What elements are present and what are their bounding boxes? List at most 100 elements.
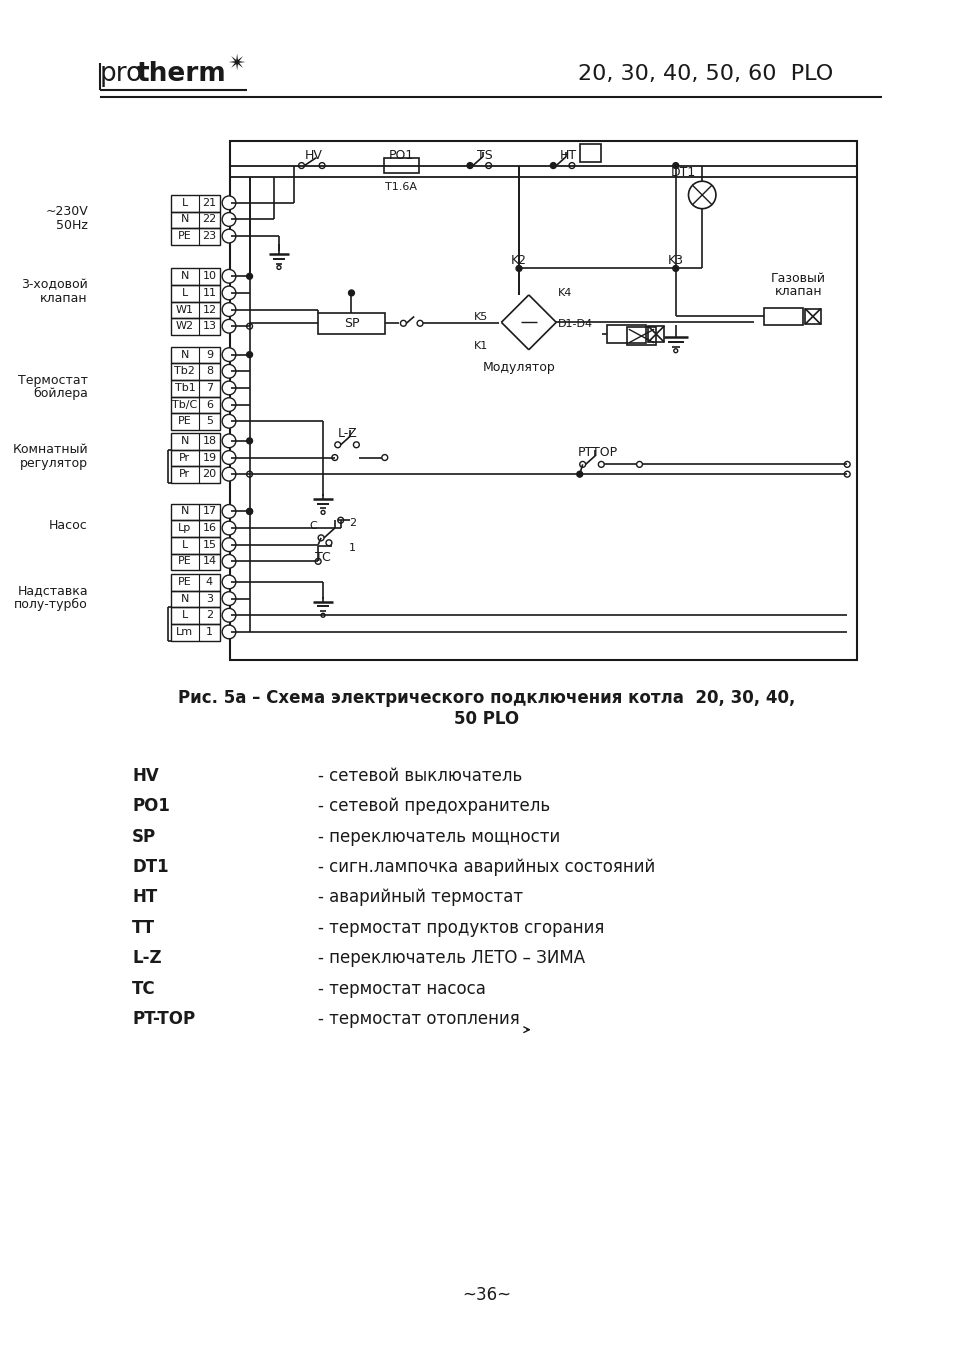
Text: DT1: DT1 xyxy=(670,166,696,178)
Text: L: L xyxy=(182,610,188,621)
Bar xyxy=(171,347,220,364)
Circle shape xyxy=(579,461,585,468)
Text: 50 PLO: 50 PLO xyxy=(454,710,518,729)
Circle shape xyxy=(222,522,235,535)
Circle shape xyxy=(222,415,235,429)
Text: Lp: Lp xyxy=(178,523,192,533)
Text: 2: 2 xyxy=(349,518,355,529)
Circle shape xyxy=(222,365,235,379)
Text: K4: K4 xyxy=(558,288,572,297)
Text: W2: W2 xyxy=(175,322,193,331)
Circle shape xyxy=(222,450,235,464)
Text: ~230V: ~230V xyxy=(45,206,88,218)
Circle shape xyxy=(353,442,359,448)
Text: Tb/C: Tb/C xyxy=(172,400,197,410)
Bar xyxy=(171,228,220,245)
Circle shape xyxy=(321,511,325,514)
Circle shape xyxy=(673,349,677,353)
Bar xyxy=(230,141,856,660)
Bar xyxy=(171,396,220,414)
Text: HV: HV xyxy=(304,149,322,162)
Text: 21: 21 xyxy=(202,197,216,208)
Bar xyxy=(171,319,220,335)
Circle shape xyxy=(247,472,253,477)
Text: 16: 16 xyxy=(202,523,216,533)
Text: Модулятор: Модулятор xyxy=(482,361,555,375)
Text: K5: K5 xyxy=(473,312,487,322)
Bar xyxy=(171,575,220,591)
Text: pro: pro xyxy=(99,61,143,88)
Text: 50Hz: 50Hz xyxy=(56,219,88,231)
Text: 22: 22 xyxy=(202,215,216,224)
Text: 18: 18 xyxy=(202,435,216,446)
Text: - аварийный термостат: - аварийный термостат xyxy=(317,888,523,906)
Bar xyxy=(579,145,600,162)
Text: 4: 4 xyxy=(206,577,213,587)
Circle shape xyxy=(568,162,575,169)
Text: HT: HT xyxy=(558,149,576,162)
Text: 23: 23 xyxy=(202,231,216,241)
Text: - термостат продуктов сгорания: - термостат продуктов сгорания xyxy=(317,919,604,937)
Text: PE: PE xyxy=(178,577,192,587)
Circle shape xyxy=(222,303,235,316)
Circle shape xyxy=(317,535,324,541)
Text: 11: 11 xyxy=(202,288,216,297)
Text: - сетевой предохранитель: - сетевой предохранитель xyxy=(317,798,550,815)
Circle shape xyxy=(222,196,235,210)
Text: Термостат: Термостат xyxy=(18,373,88,387)
Text: W1: W1 xyxy=(175,304,193,315)
Text: N: N xyxy=(180,435,189,446)
Text: N: N xyxy=(180,272,189,281)
Text: TC: TC xyxy=(314,552,331,564)
Text: N: N xyxy=(180,215,189,224)
Text: 3: 3 xyxy=(206,594,213,603)
Text: HT: HT xyxy=(132,888,157,906)
Text: Pr: Pr xyxy=(179,453,191,462)
Circle shape xyxy=(247,508,253,514)
Circle shape xyxy=(222,287,235,300)
Bar xyxy=(171,466,220,483)
Bar xyxy=(606,326,646,343)
Circle shape xyxy=(222,554,235,568)
Circle shape xyxy=(416,320,422,326)
Circle shape xyxy=(348,289,354,296)
Circle shape xyxy=(276,265,280,269)
Bar xyxy=(171,625,220,641)
Text: 1: 1 xyxy=(206,627,213,637)
Text: Газовый: Газовый xyxy=(770,272,825,285)
Text: - сетевой выключатель: - сетевой выключатель xyxy=(317,767,522,786)
Bar xyxy=(171,521,220,537)
Text: N: N xyxy=(180,350,189,360)
Circle shape xyxy=(672,162,678,169)
Text: 19: 19 xyxy=(202,453,216,462)
Text: 5: 5 xyxy=(206,416,213,426)
Text: PE: PE xyxy=(178,231,192,241)
Text: 2: 2 xyxy=(206,610,213,621)
Bar xyxy=(171,503,220,521)
Text: - переключатель ЛЕТО – ЗИМА: - переключатель ЛЕТО – ЗИМА xyxy=(317,949,585,967)
Text: K2: K2 xyxy=(511,254,526,268)
Circle shape xyxy=(222,397,235,411)
Bar xyxy=(171,195,220,212)
Text: PTTOP: PTTOP xyxy=(578,446,618,460)
Text: 7: 7 xyxy=(206,383,213,393)
Bar xyxy=(171,450,220,466)
Text: Tb1: Tb1 xyxy=(174,383,195,393)
Circle shape xyxy=(247,323,253,329)
Bar xyxy=(763,308,802,326)
Text: PO1: PO1 xyxy=(132,798,170,815)
Circle shape xyxy=(314,558,321,564)
Circle shape xyxy=(222,504,235,518)
Bar xyxy=(383,158,418,173)
Circle shape xyxy=(222,608,235,622)
Circle shape xyxy=(550,162,556,169)
Text: PE: PE xyxy=(178,557,192,566)
Bar xyxy=(171,537,220,553)
Circle shape xyxy=(332,454,337,461)
Text: TT: TT xyxy=(132,919,155,937)
Text: - переключатель мощности: - переключатель мощности xyxy=(317,827,559,845)
Circle shape xyxy=(321,614,325,618)
Text: TS: TS xyxy=(476,149,492,162)
Circle shape xyxy=(381,454,387,461)
Text: клапан: клапан xyxy=(40,292,88,306)
